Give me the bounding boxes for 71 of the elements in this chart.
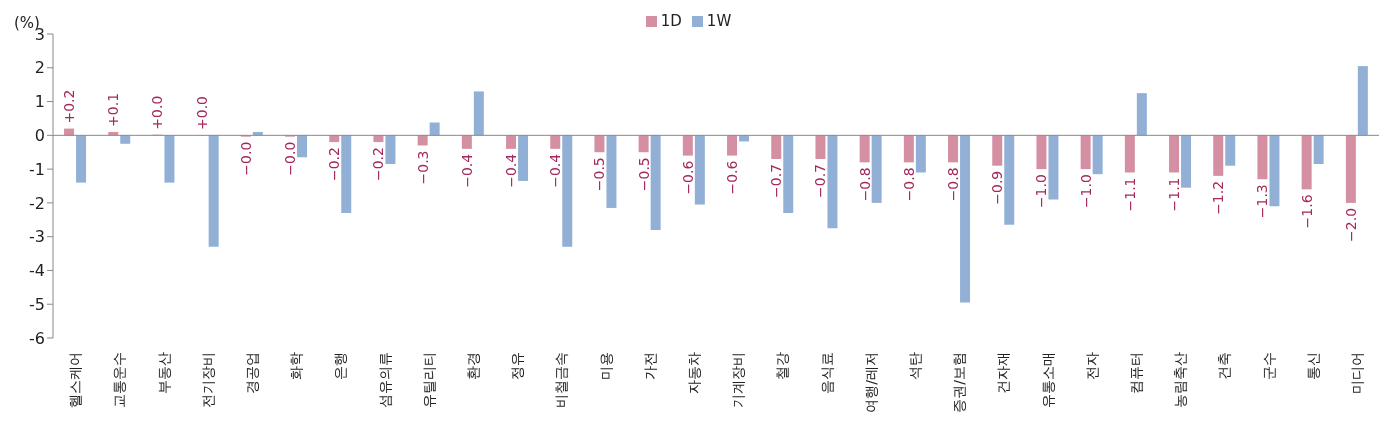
- data-label: −0.5: [591, 157, 608, 192]
- x-tick-label: 경공업: [243, 352, 260, 394]
- x-tick-label: 철강: [774, 352, 791, 380]
- data-label: −0.4: [458, 153, 475, 188]
- x-tick-label: 통신: [1304, 352, 1321, 380]
- data-label: +0.2: [61, 89, 78, 124]
- x-tick-label: 석탄: [906, 352, 923, 380]
- data-label: +0.0: [193, 96, 210, 130]
- x-tick-label: 유통소매: [1039, 352, 1056, 408]
- y-tick-label: -6: [29, 328, 45, 348]
- data-label: +0.1: [105, 92, 122, 127]
- x-tick-label: 농림축산: [1172, 352, 1189, 408]
- x-tick-label: 음식료: [818, 352, 835, 394]
- data-label: −0.0: [237, 141, 254, 176]
- x-tick-label: 증권/보험: [951, 352, 968, 413]
- data-label: −2.0: [1342, 207, 1359, 242]
- data-label: −0.6: [679, 160, 696, 195]
- data-label: −0.8: [856, 167, 873, 202]
- y-tick-label: -2: [29, 193, 45, 213]
- x-tick-label: 미용: [597, 352, 614, 380]
- x-tick-label: 환경: [464, 352, 481, 380]
- x-tick-label: 군수: [1260, 352, 1277, 380]
- legend-label: 1D: [660, 12, 682, 30]
- data-label: −1.6: [1298, 194, 1315, 229]
- data-label: −1.3: [1254, 184, 1271, 219]
- y-tick-label: 2: [34, 58, 45, 78]
- x-tick-label: 컴퓨터: [1127, 352, 1144, 394]
- x-tick-label: 건자재: [995, 352, 1012, 394]
- y-tick-label: 1: [34, 92, 45, 112]
- data-label: −0.4: [547, 153, 564, 188]
- data-label: −0.6: [724, 160, 741, 195]
- x-tick-label: 화학: [288, 352, 305, 380]
- data-label: −0.3: [414, 150, 431, 185]
- data-label: −0.8: [900, 167, 917, 202]
- data-label: −0.9: [989, 170, 1006, 205]
- y-tick-label: -3: [29, 227, 45, 247]
- x-tick-label: 헬스케어: [67, 352, 84, 408]
- x-tick-label: 정유: [509, 352, 526, 380]
- x-tick-label: 부동산: [155, 352, 172, 394]
- x-tick-label: 기계장비: [730, 352, 747, 408]
- x-tick-label: 섬유의류: [376, 352, 393, 408]
- y-tick-label: -5: [29, 294, 45, 314]
- data-label: −0.2: [326, 147, 343, 182]
- data-label: −1.1: [1121, 177, 1138, 212]
- data-label: −1.0: [1077, 174, 1094, 209]
- data-label: −1.1: [1166, 177, 1183, 212]
- x-tick-label: 자동차: [685, 352, 702, 394]
- x-tick-label: 유틸리티: [420, 352, 437, 408]
- x-tick-label: 건축: [1216, 352, 1233, 380]
- data-label: −0.2: [370, 147, 387, 182]
- data-label: −1.0: [1033, 174, 1050, 209]
- y-tick-label: 0: [34, 126, 45, 146]
- data-label: −0.7: [768, 163, 785, 198]
- data-label: −0.0: [282, 141, 299, 176]
- data-label: −0.8: [945, 167, 962, 202]
- data-label: +0.0: [149, 95, 166, 130]
- y-tick-label: -1: [29, 159, 45, 179]
- x-tick-label: 전자: [1083, 352, 1100, 380]
- legend-label: 1W: [706, 12, 732, 30]
- x-tick-label: 미디어: [1348, 352, 1365, 394]
- data-label: −0.7: [812, 163, 829, 198]
- data-label: −0.5: [635, 157, 652, 192]
- data-label: −1.2: [1210, 180, 1227, 215]
- data-label: −0.4: [503, 153, 520, 188]
- x-tick-label: 가전: [641, 352, 658, 380]
- x-tick-label: 교통운수: [111, 352, 128, 408]
- x-tick-label: 여행/레저: [862, 352, 879, 413]
- x-tick-label: 은행: [332, 352, 349, 380]
- x-tick-label: 전기장비: [199, 352, 216, 408]
- y-tick-label: -4: [29, 261, 45, 281]
- x-tick-label: 비철금속: [553, 352, 570, 408]
